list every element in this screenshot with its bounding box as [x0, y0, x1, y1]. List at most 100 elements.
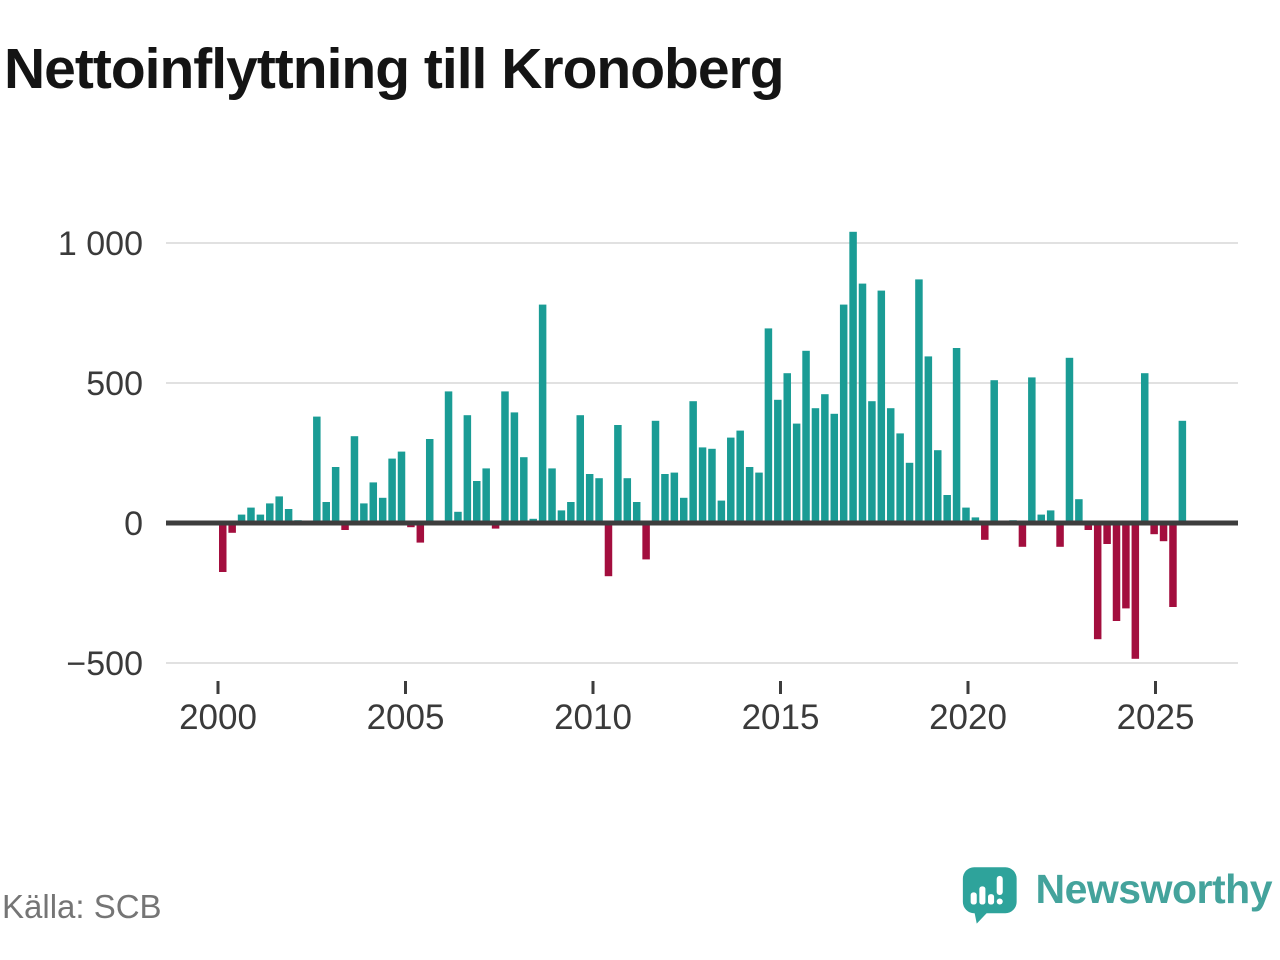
bar-2023-Q1 [1084, 523, 1093, 530]
bar-2013-Q1 [708, 448, 716, 523]
bar-2007-Q4 [510, 412, 519, 523]
bar-2006-Q1 [444, 391, 453, 523]
bar-2001-Q2 [266, 503, 274, 523]
bar-2007-Q2 [491, 523, 500, 529]
bar-2015-Q2 [792, 423, 801, 523]
y-axis-label-1000: 1 000 [58, 225, 143, 263]
bar-2024-Q4 [1150, 523, 1158, 535]
x-tick-2010 [591, 681, 595, 694]
bar-2010-Q4 [623, 478, 632, 523]
bar-2016-Q4 [849, 231, 857, 524]
bar-2011-Q3 [651, 420, 660, 523]
bar-2020-Q1 [971, 517, 980, 523]
bar-2014-Q2 [755, 472, 763, 523]
bar-2018-Q1 [896, 433, 904, 523]
source-note: Källa: SCB [2, 888, 162, 925]
bar-2016-Q2 [830, 413, 839, 523]
bar-2001-Q4 [284, 509, 293, 523]
newsworthy-bubble-chart-icon [962, 867, 1017, 924]
bar-2001-Q1 [256, 514, 265, 523]
bar-2018-Q3 [915, 279, 923, 523]
x-axis-label-2020: 2020 [929, 698, 1007, 737]
x-tick-2005 [404, 681, 407, 694]
x-axis-label-2000: 2000 [179, 698, 257, 737]
bar-2006-Q4 [473, 481, 481, 523]
bar-2015-Q4 [811, 408, 820, 523]
bar-2011-Q1 [632, 502, 641, 523]
bar-2012-Q1 [670, 472, 679, 523]
bar-2025-Q1 [1159, 523, 1168, 542]
x-axis-label-2015: 2015 [742, 698, 820, 737]
bar-2024-Q2 [1131, 523, 1140, 659]
bar-2010-Q3 [614, 425, 622, 523]
bar-2009-Q3 [576, 415, 585, 523]
gridline-y-1000 [166, 242, 1238, 244]
bar-2004-Q1 [369, 482, 378, 523]
bar-2005-Q3 [425, 439, 434, 523]
bar-2025-Q3 [1178, 420, 1187, 523]
bar-2010-Q1 [595, 478, 603, 523]
bar-2006-Q3 [463, 415, 472, 523]
bar-2008-Q1 [520, 457, 528, 523]
newsworthy-logo[interactable]: Newsworthy [962, 862, 1272, 932]
bar-2016-Q1 [821, 394, 829, 523]
bar-2018-Q4 [924, 356, 933, 523]
bar-2022-Q3 [1065, 357, 1074, 523]
bar-2023-Q4 [1112, 523, 1121, 621]
bar-2012-Q4 [698, 447, 707, 523]
bar-2008-Q4 [548, 468, 556, 523]
bar-2021-Q2 [1018, 523, 1027, 547]
bar-2011-Q2 [642, 523, 650, 560]
bar-2012-Q2 [679, 497, 688, 523]
x-axis-label-2005: 2005 [367, 698, 445, 737]
chart-title: Nettoinflyttning till Kronoberg [4, 37, 785, 101]
x-axis-zero-line [166, 520, 1238, 526]
x-tick-2000 [216, 681, 220, 694]
y-axis-label-500: 500 [86, 365, 143, 403]
newsworthy-wordmark: Newsworthy [1035, 866, 1273, 912]
x-tick-2015 [779, 681, 782, 694]
bar-2013-Q3 [727, 437, 735, 523]
bar-2014-Q1 [745, 467, 754, 523]
bar-2003-Q1 [331, 467, 340, 523]
bar-2025-Q2 [1169, 523, 1177, 607]
bar-2007-Q1 [482, 468, 490, 523]
y-axis-label-0: 0 [124, 505, 143, 543]
bar-2000-Q4 [247, 507, 255, 523]
bar-2009-Q4 [585, 474, 594, 523]
bar-2000-Q1 [219, 523, 227, 572]
bar-2024-Q1 [1122, 523, 1130, 609]
bar-2004-Q4 [397, 451, 406, 523]
bar-2001-Q3 [275, 496, 283, 523]
gridline-y--500 [166, 662, 1238, 664]
bar-2019-Q2 [943, 495, 951, 523]
bar-2015-Q1 [783, 373, 791, 523]
bar-2017-Q2 [868, 401, 876, 523]
bar-2021-Q4 [1037, 514, 1045, 523]
x-axis-label-2010: 2010 [554, 698, 632, 737]
gridline-y-500 [166, 382, 1238, 384]
bar-2023-Q3 [1103, 523, 1111, 544]
x-axis-label-2025: 2025 [1117, 698, 1195, 737]
bar-2024-Q3 [1140, 373, 1149, 523]
bar-2023-Q2 [1093, 523, 1102, 640]
bar-2004-Q3 [388, 458, 396, 523]
bar-2013-Q2 [717, 500, 726, 523]
bar-2022-Q2 [1056, 523, 1064, 547]
x-tick-2020 [966, 681, 970, 694]
bar-2013-Q4 [736, 430, 744, 523]
bar-2011-Q4 [661, 474, 669, 523]
bar-2016-Q3 [839, 304, 848, 523]
bar-2007-Q3 [501, 391, 509, 523]
x-tick-2025 [1154, 681, 1157, 694]
bar-2003-Q2 [341, 523, 349, 530]
bar-2014-Q3 [764, 328, 773, 523]
bar-2019-Q1 [934, 450, 942, 523]
bar-2020-Q3 [990, 380, 998, 523]
bar-2004-Q2 [378, 497, 387, 523]
bar-2000-Q3 [237, 514, 246, 523]
bar-2003-Q4 [360, 503, 368, 523]
bar-2018-Q2 [905, 462, 914, 523]
